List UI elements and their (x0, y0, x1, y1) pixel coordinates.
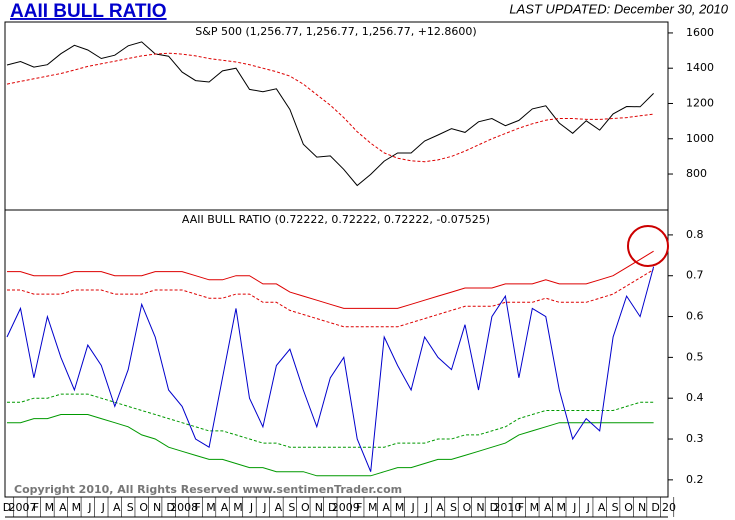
x-tick-label: J (410, 501, 414, 514)
x-tick-label: J (262, 501, 266, 514)
x-tick-label: D (490, 501, 498, 514)
y-tick-label: 1200 (686, 96, 714, 109)
x-tick-label: J (101, 501, 105, 514)
x-tick-label: O (301, 501, 310, 514)
x-tick-label: A (113, 501, 121, 514)
x-tick-label: D (651, 501, 659, 514)
x-tick-label: M (206, 501, 216, 514)
x-tick-label: A (436, 501, 444, 514)
x-tick-label: N (153, 501, 161, 514)
y-tick-label: 1000 (686, 132, 714, 145)
page-title: AAII BULL RATIO (10, 1, 167, 22)
last-updated: LAST UPDATED: December 30, 2010 (509, 1, 728, 16)
x-tick-label: F (518, 501, 524, 514)
x-tick-label: J (586, 501, 590, 514)
x-tick-label: F (194, 501, 200, 514)
x-tick-label: D (3, 501, 11, 514)
x-tick-label: M (530, 501, 540, 514)
x-tick-label: A (598, 501, 606, 514)
y-tick-label: 0.4 (686, 391, 704, 404)
copyright: Copyright 2010, All Rights Reserved www.… (14, 483, 402, 496)
x-tick-label: M (233, 501, 243, 514)
x-tick-label: A (221, 501, 229, 514)
plot-frame (4, 21, 669, 498)
series-line (6, 266, 655, 472)
x-tick-label: O (139, 501, 148, 514)
x-tick-label: A (275, 501, 283, 514)
y-tick-label: 0.3 (686, 432, 704, 445)
y-tick-label: 0.7 (686, 269, 704, 282)
panel-title: AAII BULL RATIO (0.72222, 0.72222, 0.722… (182, 213, 490, 226)
x-tick-label: O (624, 501, 633, 514)
x-tick-label: 2007 (8, 501, 36, 514)
x-tick-label: 2008 (170, 501, 198, 514)
x-tick-label: M (45, 501, 55, 514)
series-line (6, 41, 654, 187)
x-tick-label: D (328, 501, 336, 514)
x-tick-label: N (638, 501, 646, 514)
x-tick-label: A (382, 501, 390, 514)
x-tick-label: D (166, 501, 174, 514)
y-tick-label: 1400 (686, 61, 714, 74)
series-line (7, 393, 654, 448)
x-tick-label: 2009 (332, 501, 360, 514)
y-tick-label: 800 (686, 167, 707, 180)
x-tick-label: J (87, 501, 91, 514)
x-tick-label: S (288, 501, 295, 514)
x-tick-label: S (127, 501, 134, 514)
x-tick-label: J (572, 501, 576, 514)
x-tick-label: M (368, 501, 378, 514)
x-tick-label: N (476, 501, 484, 514)
y-tick-label: 1600 (686, 26, 714, 39)
y-tick-label: 0.2 (686, 473, 704, 486)
x-tick-label: M (72, 501, 82, 514)
x-tick-label: O (463, 501, 472, 514)
x-tick-label: S (450, 501, 457, 514)
x-tick-label: F (33, 501, 39, 514)
series-line (7, 414, 654, 477)
series-line (6, 52, 654, 163)
x-tick-label: M (557, 501, 567, 514)
x-tick-label: J (249, 501, 253, 514)
x-tick-label: A (59, 501, 67, 514)
x-tick-label: S (612, 501, 619, 514)
x-tick-label: 20 (662, 501, 676, 514)
y-tick-label: 0.6 (686, 310, 704, 323)
x-tick-label: J (424, 501, 428, 514)
highlight-circle (627, 225, 669, 267)
y-tick-label: 0.8 (686, 228, 704, 241)
x-tick-label: M (395, 501, 405, 514)
series-line (7, 250, 654, 309)
x-tick-label: 2010 (493, 501, 521, 514)
x-tick-label: A (544, 501, 552, 514)
y-tick-label: 0.5 (686, 350, 704, 363)
panel-title: S&P 500 (1,256.77, 1,256.77, 1,256.77, +… (195, 25, 476, 38)
x-tick-label: N (315, 501, 323, 514)
x-tick-label: F (356, 501, 362, 514)
